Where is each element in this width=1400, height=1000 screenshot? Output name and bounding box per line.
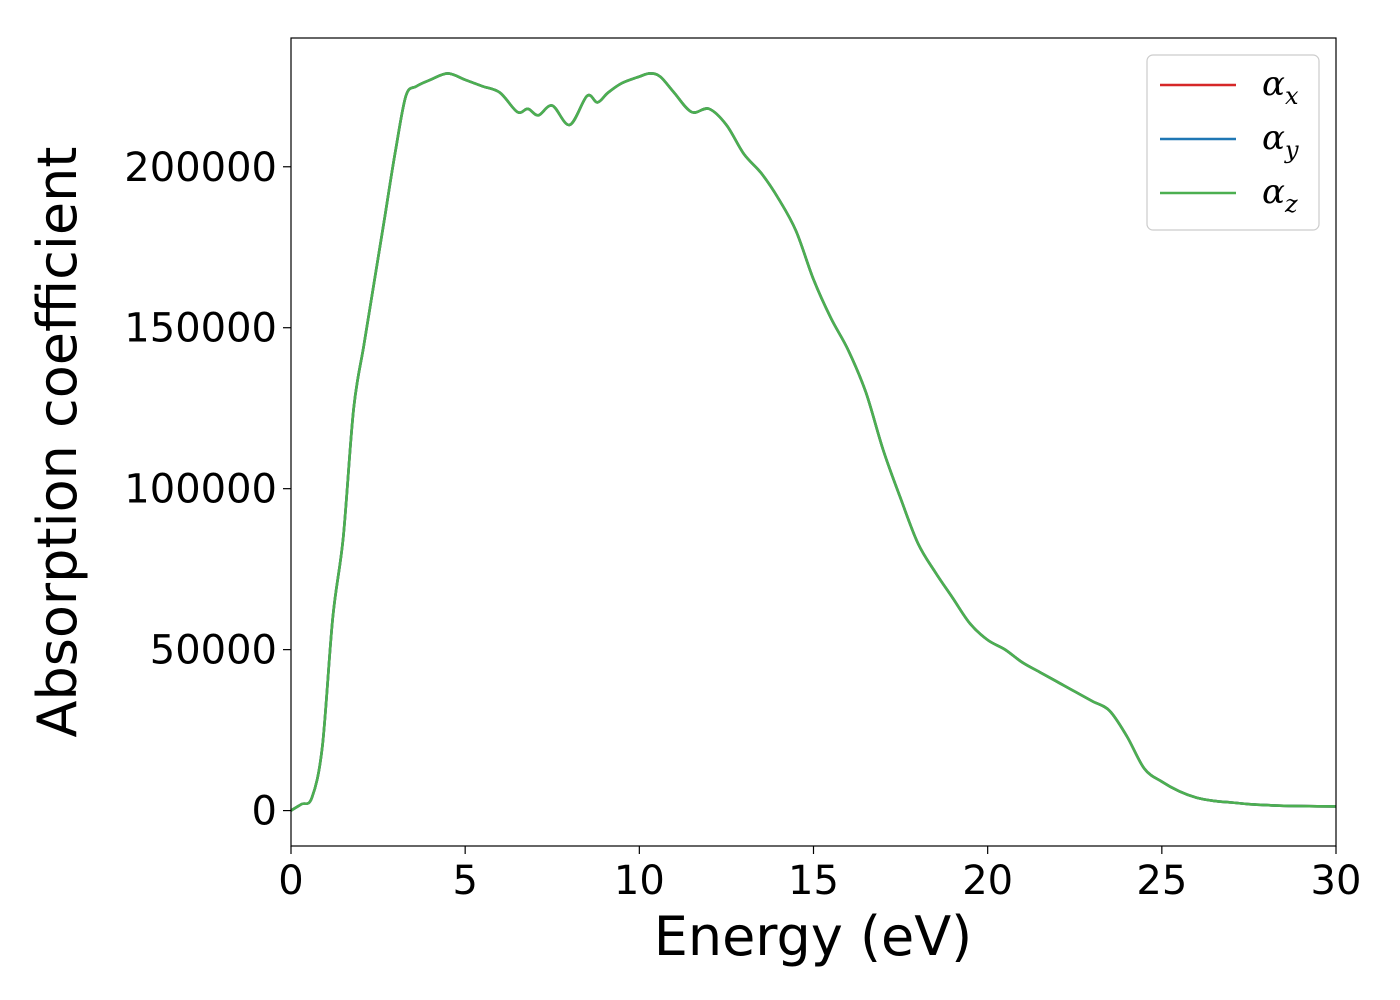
y-tick-label: 150000 xyxy=(124,306,277,352)
legend-label-alpha-x: αx xyxy=(1262,64,1299,110)
y-axis-title: Absorption coefficient xyxy=(26,147,89,738)
x-tick-label: 30 xyxy=(1311,858,1362,904)
legend: αx αy αz xyxy=(1146,54,1320,231)
x-tick-label: 10 xyxy=(614,858,665,904)
x-tick-label: 15 xyxy=(788,858,839,904)
y-tick-label: 200000 xyxy=(124,145,277,191)
x-tick-label: 5 xyxy=(452,858,477,904)
x-tick-label: 0 xyxy=(278,858,303,904)
series-line-alpha-z xyxy=(290,72,1337,812)
x-tick-label: 25 xyxy=(1136,858,1187,904)
x-axis-title: Energy (eV) xyxy=(654,905,973,968)
x-axis: 0 5 10 15 20 25 30 xyxy=(278,846,1361,904)
legend-label-alpha-y: αy xyxy=(1262,118,1299,164)
y-tick-label: 0 xyxy=(252,789,277,835)
y-tick-label: 50000 xyxy=(150,628,277,674)
series-layer xyxy=(290,72,1337,812)
x-tick-label: 20 xyxy=(962,858,1013,904)
legend-label-alpha-z: αz xyxy=(1262,172,1298,218)
y-axis: 0 50000 100000 150000 200000 xyxy=(124,145,291,835)
legend-box xyxy=(1146,54,1320,231)
y-tick-label: 100000 xyxy=(124,467,277,513)
